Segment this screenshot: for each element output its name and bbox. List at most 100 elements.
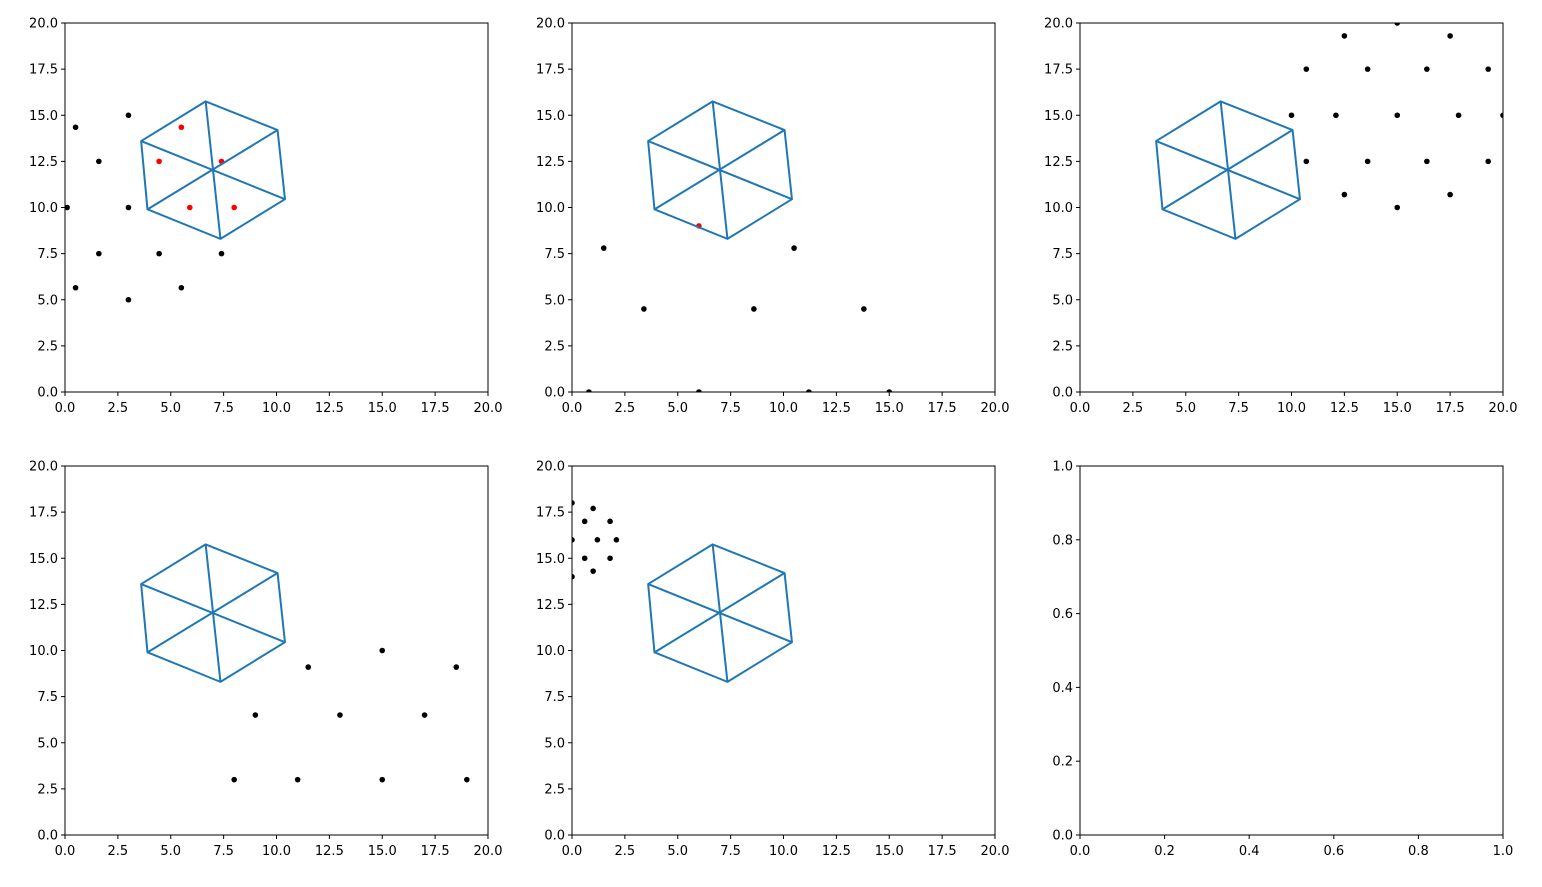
y-tick-label: 2.5: [544, 339, 565, 354]
data-point-black: [1394, 23, 1401, 26]
data-point-black: [1394, 112, 1401, 119]
data-point-black: [65, 204, 70, 211]
y-tick-label: 7.5: [37, 247, 58, 262]
y-tick-label: 20.0: [1044, 17, 1073, 32]
x-tick-label: 20.0: [474, 844, 503, 859]
subplot-2: 0.0 2.5 5.0 7.5 10.0 12.5 15.0 17.5 20.0 0.0 2.5 5.…: [536, 17, 1009, 417]
x-tick-label: 15.0: [1383, 401, 1412, 416]
data-point-black: [613, 537, 620, 543]
x-tick-label: 12.5: [822, 401, 851, 416]
x-tick-label: 7.5: [720, 844, 741, 859]
data-point-black: [125, 112, 132, 119]
y-tick-label: 17.5: [536, 63, 565, 78]
data-point-red: [231, 204, 237, 211]
data-point-red: [186, 204, 193, 211]
data-point-black: [572, 500, 575, 506]
y-tick-label: 17.5: [536, 506, 565, 521]
data-point-black: [696, 389, 702, 392]
y-tick-label: 0.0: [37, 386, 58, 401]
y-tick-label: 15.0: [1044, 109, 1073, 124]
plot-area: [572, 500, 620, 580]
x-tick-label: 0.0: [55, 844, 76, 859]
subplot-4: 0.0 2.5 5.0 7.5 10.0 12.5 15.0 17.5 20.0 0.0 2.5 5.…: [29, 460, 502, 860]
x-tick-label: 7.5: [213, 844, 234, 859]
y-tick-label: 12.5: [536, 155, 565, 170]
data-point-black: [294, 776, 301, 783]
y-tick-label: 20.0: [536, 460, 565, 475]
x-tick-label: 15.0: [875, 401, 904, 416]
data-point-black: [751, 306, 757, 312]
x-tick-label: 0.4: [1239, 844, 1260, 859]
y-tick-label: 5.0: [37, 736, 58, 751]
x-tick-label: 15.0: [368, 401, 397, 416]
x-tick-label: 15.0: [875, 844, 904, 859]
x-tick-label: 17.5: [928, 844, 957, 859]
data-point-black: [1288, 112, 1295, 119]
data-point-black: [572, 537, 575, 543]
data-point-red: [178, 124, 185, 131]
data-point-black: [861, 306, 867, 312]
y-tick-label: 15.0: [29, 109, 58, 124]
data-point-black: [1341, 33, 1348, 39]
hexagon-diagonal: [647, 583, 793, 644]
data-point-black: [886, 389, 893, 392]
hexagon-diagonal: [647, 140, 793, 201]
data-point-red: [156, 158, 162, 165]
plot-area: [586, 223, 893, 392]
plot-area: [1288, 23, 1503, 211]
data-point-black: [791, 245, 797, 251]
data-point-black: [1424, 66, 1430, 72]
data-point-black: [218, 250, 225, 257]
y-tick-label: 7.5: [37, 690, 58, 705]
x-tick-label: 5.0: [1175, 401, 1196, 416]
y-tick-label: 2.5: [37, 782, 58, 797]
x-tick-label: 17.5: [928, 401, 957, 416]
y-tick-label: 7.5: [544, 690, 565, 705]
data-point-black: [586, 389, 592, 392]
y-tick-label: 7.5: [544, 247, 565, 262]
data-point-black: [72, 124, 79, 131]
axes-frame: [571, 22, 996, 393]
x-tick-label: 0.0: [562, 844, 583, 859]
y-tick-label: 10.0: [536, 644, 565, 659]
data-point-black: [379, 647, 386, 654]
y-tick-label: 17.5: [1044, 63, 1073, 78]
x-tick-label: 2.5: [615, 401, 636, 416]
data-point-black: [453, 664, 460, 670]
y-tick-label: 2.5: [1052, 339, 1073, 354]
y-tick-label: 0.0: [37, 829, 58, 844]
data-point-black: [590, 568, 596, 574]
x-tick-label: 15.0: [368, 844, 397, 859]
data-point-black: [581, 555, 588, 562]
x-tick-label: 17.5: [421, 844, 450, 859]
y-tick-label: 0.6: [1052, 607, 1073, 622]
data-point-black: [156, 250, 162, 257]
axes-frame: [64, 465, 489, 836]
data-point-black: [125, 204, 132, 211]
subplot-5: 0.0 2.5 5.0 7.5 10.0 12.5 15.0 17.5 20.0 0.0 2.5 5.…: [536, 460, 1009, 860]
x-tick-label: 0.2: [1154, 844, 1175, 859]
y-tick-label: 12.5: [536, 598, 565, 613]
data-point-black: [806, 389, 812, 392]
x-tick-label: 2.5: [615, 844, 636, 859]
x-tick-label: 12.5: [822, 844, 851, 859]
y-tick-label: 2.5: [37, 339, 58, 354]
data-point-black: [1341, 191, 1348, 198]
data-point-black: [1485, 66, 1491, 72]
x-tick-label: 12.5: [315, 401, 344, 416]
data-point-black: [379, 776, 386, 783]
data-point-black: [96, 250, 102, 257]
axes-frame: [1079, 22, 1504, 393]
subplot-6: 0.0 0.2 0.4 0.6 0.8 1.0 0.0 0.2 0.4 0.6 0.8 1.0: [1052, 460, 1513, 860]
y-tick-label: 12.5: [29, 155, 58, 170]
data-point-black: [1303, 66, 1310, 72]
y-tick-label: 0.0: [1052, 386, 1073, 401]
axes-frame: [571, 465, 996, 836]
data-point-black: [641, 306, 647, 312]
x-tick-label: 7.5: [213, 401, 234, 416]
data-point-black: [252, 712, 259, 718]
y-tick-label: 0.0: [1052, 829, 1073, 844]
data-point-black: [594, 537, 601, 543]
x-tick-label: 10.0: [262, 401, 291, 416]
x-tick-label: 17.5: [421, 401, 450, 416]
